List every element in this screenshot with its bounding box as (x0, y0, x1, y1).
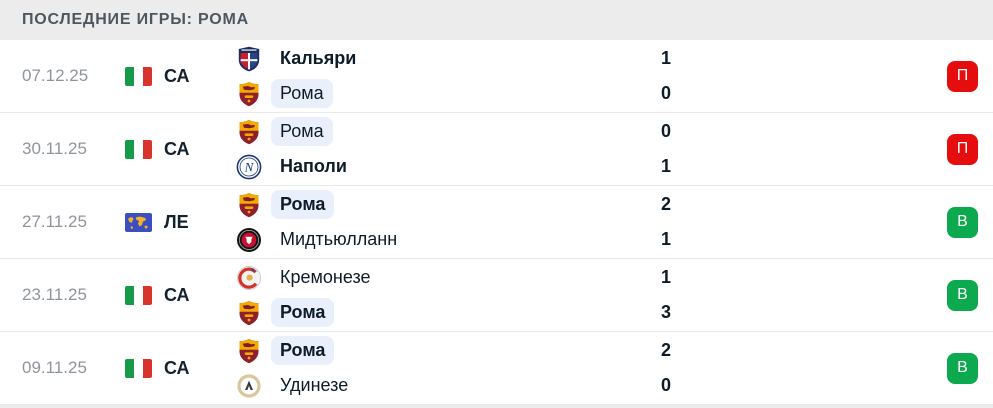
competition: СА (125, 358, 236, 379)
teams: Рома Удинезе (236, 333, 660, 403)
home-team-name[interactable]: Рома (271, 117, 333, 146)
next-section-edge (0, 405, 993, 408)
roma-logo-icon (236, 300, 262, 326)
away-score: 0 (661, 83, 672, 103)
italy-flag-icon (125, 66, 152, 86)
roma-logo-icon (236, 192, 262, 218)
away-team-name[interactable]: Рома (271, 298, 335, 327)
competition: СА (125, 139, 236, 160)
competition-label: СА (164, 65, 190, 86)
competition-label: СА (164, 357, 190, 378)
home-score: 2 (661, 340, 672, 360)
home-team-name[interactable]: Кальяри (280, 48, 357, 68)
competition-label: СА (164, 284, 190, 305)
match-date: 23.11.25 (22, 285, 87, 304)
world-flag-icon (125, 212, 152, 232)
italy-flag-icon (125, 139, 152, 159)
home-team: Кальяри (236, 41, 660, 76)
scores: 2 0 (660, 333, 947, 403)
away-score: 3 (661, 302, 672, 322)
napoli-logo-icon (236, 154, 262, 180)
scores: 2 1 (660, 187, 947, 257)
scores: 0 1 (660, 114, 947, 184)
scores: 1 0 (660, 41, 947, 111)
competition-label: ЛЕ (164, 211, 189, 232)
result-badge-win: В (947, 352, 978, 384)
away-team: Рома (236, 295, 660, 330)
roma-logo-icon (236, 338, 262, 364)
italy-flag-icon (125, 358, 152, 378)
competition: СА (125, 285, 236, 306)
home-score: 2 (661, 194, 672, 214)
home-score: 0 (661, 121, 672, 141)
section-title: ПОСЛЕДНИЕ ИГРЫ: РОМА (22, 11, 250, 28)
competition-label: СА (164, 138, 190, 159)
udinese-logo-icon (236, 373, 262, 399)
scores: 1 3 (660, 260, 947, 330)
away-score: 1 (661, 156, 672, 176)
teams: Кремонезе Рома (236, 260, 660, 330)
match-row[interactable]: 09.11.25 СА Рома Удинезе 2 0 В (0, 332, 993, 405)
midtjylland-logo-icon (236, 227, 262, 253)
away-team-name[interactable]: Наполи (280, 156, 347, 176)
home-team: Кремонезе (236, 260, 660, 295)
result-badge-win: В (947, 279, 978, 311)
match-row[interactable]: 27.11.25 ЛЕ Рома Мидтьюлланн 2 1 В (0, 186, 993, 259)
away-team: Рома (236, 76, 660, 111)
away-team: Мидтьюлланн (236, 222, 660, 257)
home-team-name[interactable]: Рома (271, 336, 335, 365)
result-badge-loss: П (947, 60, 978, 92)
result-badge-loss: П (947, 133, 978, 165)
teams: Рома Наполи (236, 114, 660, 184)
away-team: Наполи (236, 149, 660, 184)
competition: СА (125, 66, 236, 87)
teams: Рома Мидтьюлланн (236, 187, 660, 257)
match-date: 27.11.25 (22, 212, 87, 231)
home-score: 1 (661, 267, 672, 287)
competition: ЛЕ (125, 212, 236, 233)
roma-logo-icon (236, 119, 262, 145)
away-team: Удинезе (236, 368, 660, 403)
home-team: Рома (236, 114, 660, 149)
cremonese-logo-icon (236, 264, 262, 291)
away-team-name[interactable]: Удинезе (280, 375, 349, 395)
home-score: 1 (661, 48, 672, 68)
match-date: 09.11.25 (22, 358, 87, 377)
italy-flag-icon (125, 285, 152, 305)
match-row[interactable]: 23.11.25 СА Кремонезе Рома 1 3 В (0, 259, 993, 332)
home-team: Рома (236, 333, 660, 368)
match-date: 30.11.25 (22, 139, 87, 158)
away-team-name[interactable]: Мидтьюлланн (280, 229, 398, 249)
away-score: 0 (661, 375, 672, 395)
home-team: Рома (236, 187, 660, 222)
roma-logo-icon (236, 81, 262, 107)
away-team-name[interactable]: Рома (271, 79, 333, 108)
match-row[interactable]: 30.11.25 СА Рома Наполи 0 1 П (0, 113, 993, 186)
home-team-name[interactable]: Рома (271, 190, 335, 219)
home-team-name[interactable]: Кремонезе (280, 267, 371, 287)
away-score: 1 (661, 229, 672, 249)
match-row[interactable]: 07.12.25 СА Кальяри Рома 1 0 П (0, 40, 993, 113)
cagliari-logo-icon (236, 46, 262, 72)
result-badge-win: В (947, 206, 978, 238)
section-header: ПОСЛЕДНИЕ ИГРЫ: РОМА (0, 0, 993, 40)
teams: Кальяри Рома (236, 41, 660, 111)
match-date: 07.12.25 (22, 66, 89, 85)
